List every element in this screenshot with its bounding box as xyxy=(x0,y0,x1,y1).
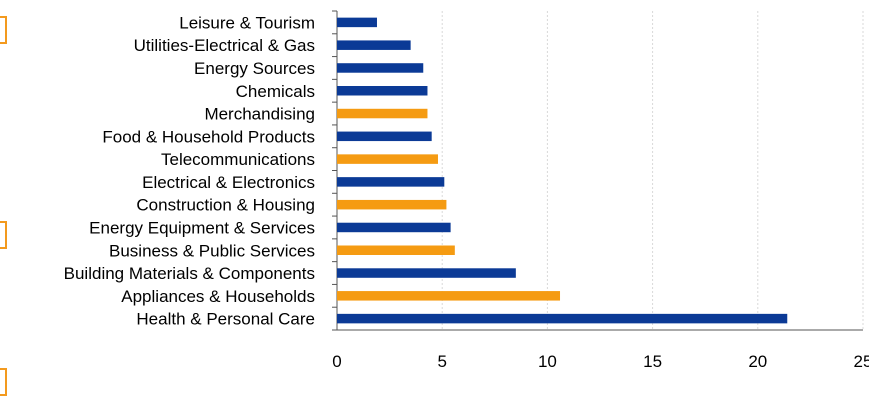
category-label: Construction & Housing xyxy=(136,196,315,215)
edge-mark-top xyxy=(0,16,7,44)
gridlines xyxy=(441,11,864,330)
category-label: Chemicals xyxy=(236,82,315,101)
category-label: Merchandising xyxy=(204,105,315,124)
x-tick-label: 25 xyxy=(854,352,869,370)
bars xyxy=(337,17,788,324)
category-label: Electrical & Electronics xyxy=(142,173,315,192)
bar xyxy=(337,245,455,255)
category-label: Utilities-Electrical & Gas xyxy=(134,36,315,55)
x-tick-labels: 0 5 10 15 20 25 xyxy=(332,352,869,370)
bar-chart: Leisure & Tourism Utilities-Electrical & … xyxy=(64,10,869,370)
bar xyxy=(337,199,447,210)
bar xyxy=(337,108,428,119)
bar xyxy=(337,131,432,142)
category-labels: Leisure & Tourism Utilities-Electrical & … xyxy=(64,13,315,328)
bar xyxy=(337,17,377,28)
bar xyxy=(337,177,445,187)
bar xyxy=(337,291,561,301)
category-label: Appliances & Households xyxy=(121,287,315,306)
x-tick-label: 20 xyxy=(748,352,767,370)
bar xyxy=(337,313,788,324)
bar xyxy=(337,154,438,164)
category-label: Energy Equipment & Services xyxy=(89,218,315,237)
x-tick-label: 0 xyxy=(332,352,341,370)
category-label: Business & Public Services xyxy=(109,241,315,260)
edge-mark-middle xyxy=(0,221,7,249)
edge-mark-bottom xyxy=(0,368,7,396)
category-label: Energy Sources xyxy=(194,59,315,78)
bar xyxy=(337,40,411,50)
bar xyxy=(337,222,451,233)
category-label: Health & Personal Care xyxy=(136,310,315,329)
x-tick-label: 5 xyxy=(437,352,446,370)
category-label: Telecommunications xyxy=(161,150,315,169)
category-label: Leisure & Tourism xyxy=(179,13,315,32)
x-tick-label: 10 xyxy=(538,352,557,370)
bar xyxy=(337,268,516,278)
bar xyxy=(337,86,428,96)
axes xyxy=(332,10,863,331)
category-label: Building Materials & Components xyxy=(64,264,315,283)
category-label: Food & Household Products xyxy=(102,127,315,146)
x-tick-label: 15 xyxy=(643,352,662,370)
bar xyxy=(337,63,424,73)
